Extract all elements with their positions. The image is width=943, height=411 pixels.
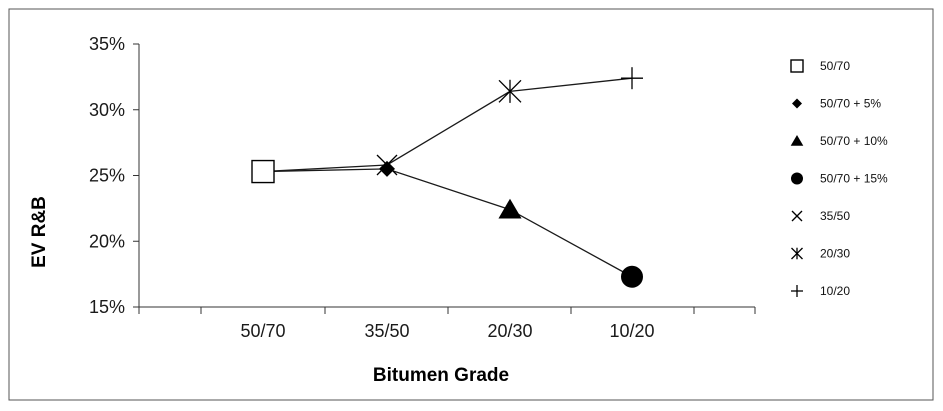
- x-axis-title: Bitumen Grade: [373, 365, 509, 386]
- tick-labels: 15% 20% 25% 30% 35% 50/70 35/50 20/30 10/20: [89, 34, 655, 341]
- marker-shape: [791, 172, 803, 185]
- axes: [133, 43, 756, 314]
- series-line: [262, 168, 633, 278]
- marker-shape: [251, 159, 275, 184]
- marker-shape: [379, 160, 395, 177]
- legend-item: 50/70 + 10%: [790, 134, 888, 148]
- data-point-square-open: [251, 159, 275, 184]
- legend-label: 50/70: [820, 59, 850, 73]
- x-tick-label: 50/70: [240, 321, 285, 341]
- y-tick-label: 15%: [89, 297, 125, 317]
- legend-item: 50/70 + 15%: [791, 172, 888, 186]
- legend-swatch: [791, 210, 803, 222]
- legend-label: 10/20: [820, 284, 850, 298]
- data-point-diamond-filled: [379, 160, 395, 177]
- data-point-triangle-filled: [498, 198, 522, 219]
- y-tick-label: 35%: [89, 34, 125, 54]
- legend-item: 50/70: [790, 59, 850, 73]
- series-line: [262, 77, 633, 173]
- legend-item: 35/50: [791, 209, 850, 223]
- marker-shape: [498, 198, 522, 219]
- legend-swatch: [791, 247, 803, 260]
- legend-swatch: [790, 135, 804, 146]
- legend-label: 50/70 + 5%: [820, 97, 881, 111]
- legend-item: 10/20: [791, 284, 850, 298]
- legend-swatch: [792, 98, 802, 109]
- data-point-circle-filled: [621, 265, 643, 288]
- legend-label: 50/70 + 15%: [820, 172, 888, 186]
- marker-shape: [790, 135, 804, 146]
- data-point-plus: [621, 67, 643, 90]
- marker-shape: [621, 265, 643, 288]
- legend-label: 50/70 + 10%: [820, 134, 888, 148]
- x-tick-label: 10/20: [609, 321, 654, 341]
- chart-frame: [8, 8, 934, 401]
- marker-shape: [792, 98, 802, 109]
- y-tick-label: 30%: [89, 100, 125, 120]
- y-tick-label: 25%: [89, 166, 125, 186]
- y-axis-title: EV R&B: [29, 196, 50, 268]
- y-tick-label: 20%: [89, 231, 125, 251]
- x-tick-label: 20/30: [487, 321, 532, 341]
- legend-swatch: [790, 59, 804, 73]
- legend-swatch: [791, 172, 803, 185]
- series-lines: [262, 77, 633, 278]
- legend: 50/70 50/70 + 5% 50/70 + 10% 50/70 + 15% 35/…: [790, 59, 888, 298]
- legend-label: 35/50: [820, 209, 850, 223]
- data-point-asterisk: [498, 79, 522, 103]
- data-markers: [251, 67, 643, 288]
- legend-item: 50/70 + 5%: [792, 97, 881, 111]
- legend-swatch: [791, 285, 803, 297]
- legend-label: 20/30: [820, 247, 850, 261]
- marker-shape: [790, 59, 804, 73]
- x-tick-label: 35/50: [364, 321, 409, 341]
- legend-item: 20/30: [791, 247, 850, 261]
- marker-stroke: [791, 210, 803, 222]
